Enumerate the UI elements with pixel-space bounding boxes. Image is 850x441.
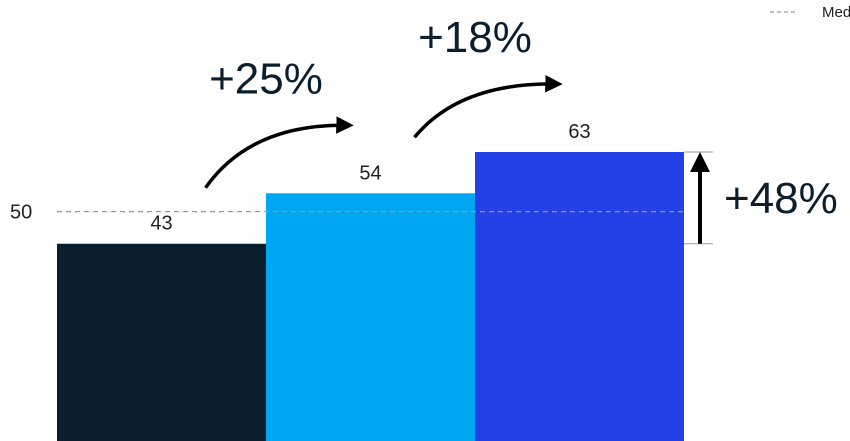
bar [266,193,475,441]
data-label: 43 [150,213,172,235]
change-label: +25% [209,54,323,103]
total-change-bracket [684,151,713,245]
reference-line-label: 50 [10,202,32,224]
data-label: 63 [568,121,590,143]
bar [475,152,684,441]
total-change-label: +48% [724,174,838,223]
change-arrow-icon [413,75,563,139]
data-label: 54 [359,162,381,184]
bar [57,243,266,441]
bars [57,152,684,441]
legend-label: Medi [822,4,850,21]
change-label: +18% [418,13,532,62]
legend: Medi [770,4,850,21]
change-arrow-icon [204,116,354,189]
